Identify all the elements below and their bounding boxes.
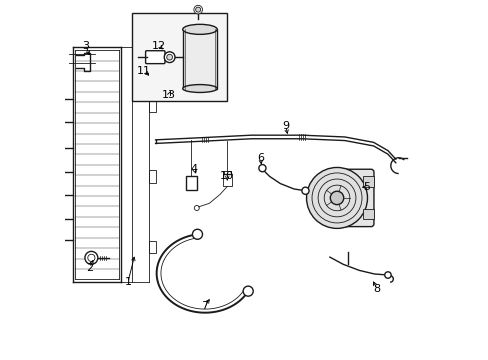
Text: 8: 8 (373, 284, 380, 294)
Text: 11: 11 (137, 66, 151, 76)
Circle shape (193, 5, 202, 14)
Bar (131, 13, 226, 101)
Text: 7: 7 (201, 301, 208, 311)
FancyBboxPatch shape (145, 51, 164, 64)
Bar (185, 176, 196, 190)
Text: 3: 3 (82, 41, 89, 50)
Circle shape (258, 165, 265, 172)
Circle shape (243, 286, 253, 296)
Circle shape (329, 191, 343, 204)
Circle shape (166, 54, 172, 60)
Bar (223, 174, 231, 186)
Text: 12: 12 (152, 41, 166, 50)
Circle shape (164, 52, 175, 63)
Bar (363, 209, 373, 220)
Text: 6: 6 (257, 153, 264, 163)
Bar (149, 240, 156, 253)
Circle shape (195, 7, 200, 12)
Circle shape (85, 251, 98, 264)
Text: 9: 9 (282, 121, 289, 131)
Circle shape (306, 167, 367, 228)
Bar (149, 170, 156, 183)
Text: 1: 1 (124, 277, 131, 287)
Circle shape (384, 272, 390, 278)
Circle shape (88, 254, 95, 261)
Text: 4: 4 (190, 164, 198, 174)
Ellipse shape (183, 85, 217, 93)
Circle shape (192, 229, 202, 239)
Circle shape (301, 187, 308, 194)
Circle shape (194, 206, 199, 211)
Bar (149, 100, 156, 112)
Ellipse shape (183, 24, 217, 34)
Bar (363, 176, 373, 187)
Text: 13: 13 (162, 90, 176, 100)
Bar (183, 30, 217, 89)
Text: 5: 5 (362, 182, 369, 192)
Text: 2: 2 (86, 263, 93, 273)
FancyBboxPatch shape (326, 169, 373, 226)
Text: 10: 10 (220, 171, 234, 181)
